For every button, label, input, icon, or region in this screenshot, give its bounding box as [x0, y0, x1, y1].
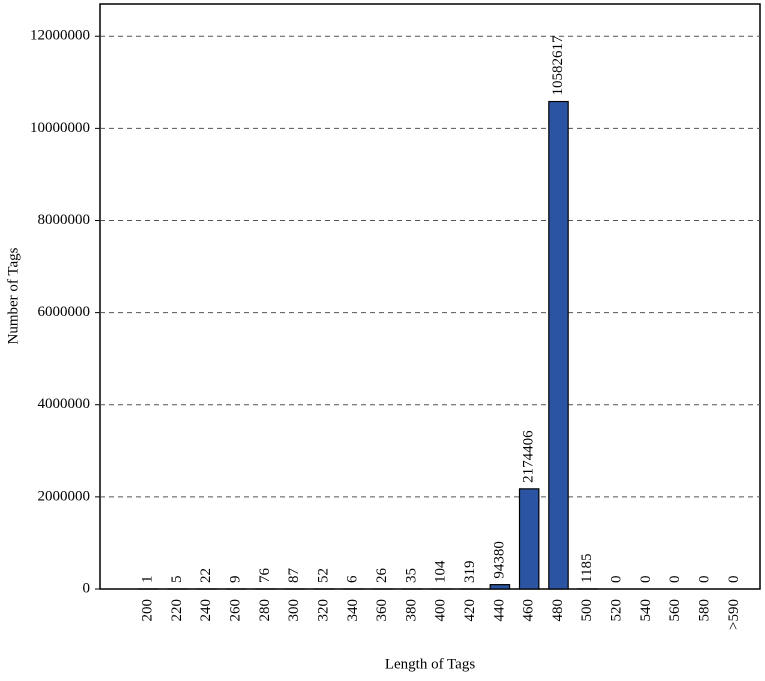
- value-label: 76: [257, 567, 273, 583]
- value-label: 6: [345, 575, 361, 583]
- x-tick-label: 380: [403, 599, 419, 622]
- x-tick-label: 300: [286, 599, 302, 622]
- x-tick-label: 480: [550, 599, 566, 622]
- value-label: 5: [169, 575, 185, 583]
- y-tick-label: 4000000: [38, 396, 91, 412]
- value-label: 319: [462, 560, 478, 583]
- x-axis-title: Length of Tags: [385, 656, 475, 672]
- x-tick-label: >590: [726, 599, 742, 630]
- value-label: 10582617: [550, 35, 566, 96]
- x-tick-label: 500: [579, 599, 595, 622]
- y-tick-label: 6000000: [38, 304, 91, 320]
- value-label: 0: [696, 576, 712, 584]
- x-tick-label: 240: [198, 599, 214, 622]
- value-label: 35: [403, 568, 419, 583]
- x-tick-label: 360: [374, 599, 390, 622]
- x-tick-label: 320: [315, 599, 331, 622]
- x-tick-label: 420: [462, 599, 478, 622]
- x-tick-label: 260: [228, 599, 244, 622]
- y-tick-label: 10000000: [30, 120, 90, 136]
- bar: [518, 488, 540, 590]
- value-label: 0: [667, 576, 683, 584]
- y-tick-label: 0: [83, 580, 91, 596]
- y-tick-label: 12000000: [30, 28, 90, 44]
- value-label: 1185: [579, 553, 595, 582]
- x-tick-label: 400: [433, 599, 449, 622]
- x-tick-label: 560: [667, 599, 683, 622]
- y-tick-label: 8000000: [38, 212, 91, 228]
- x-tick-label: 440: [491, 599, 507, 622]
- x-tick-label: 580: [696, 599, 712, 622]
- x-tick-label: 280: [257, 599, 273, 622]
- value-label: 22: [198, 568, 214, 583]
- value-label: 52: [315, 568, 331, 583]
- value-label: 0: [638, 576, 654, 584]
- y-tick-label: 2000000: [38, 488, 91, 504]
- x-tick-label: 340: [345, 599, 361, 622]
- x-tick-label: 200: [140, 599, 156, 622]
- value-label: 2174406: [521, 430, 537, 483]
- x-tick-label: 220: [169, 599, 185, 622]
- bar: [489, 584, 511, 590]
- value-label: 9: [228, 575, 244, 583]
- x-tick-label: 540: [638, 599, 654, 622]
- y-axis-title: Number of Tags: [5, 247, 21, 344]
- x-tick-label: 520: [609, 599, 625, 622]
- value-label: 26: [374, 567, 390, 583]
- value-label: 87: [286, 567, 302, 583]
- value-label: 0: [726, 576, 742, 584]
- value-label: 104: [433, 560, 449, 583]
- bar: [548, 100, 569, 590]
- value-label: 94380: [491, 541, 507, 579]
- value-label: 0: [609, 576, 625, 584]
- x-tick-label: 460: [521, 599, 537, 622]
- value-label: 1: [140, 575, 156, 583]
- plot-frame: [99, 3, 761, 590]
